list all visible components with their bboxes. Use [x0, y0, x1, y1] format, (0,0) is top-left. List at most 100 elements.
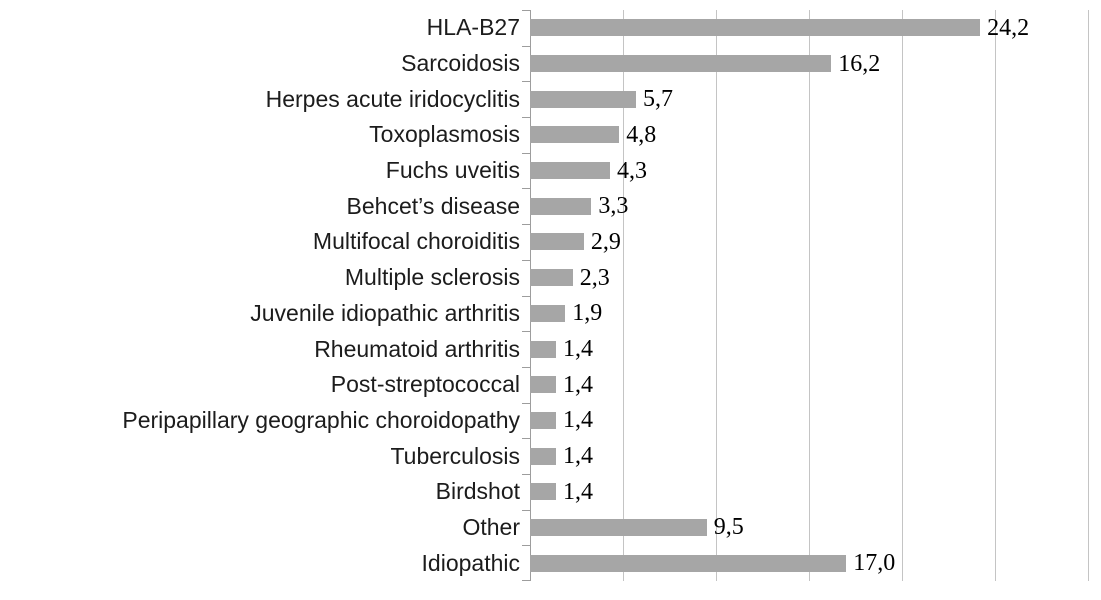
bar-track: 16,2 — [530, 46, 1101, 82]
axis-tick — [522, 473, 530, 475]
chart-row: Multiple sclerosis 2,3 — [0, 260, 1101, 296]
bar — [530, 340, 556, 358]
axis-tick — [522, 545, 530, 547]
axis-tick — [522, 152, 530, 154]
bar — [530, 483, 556, 501]
chart-row: HLA-B27 24,2 — [0, 10, 1101, 46]
value-label: 2,9 — [590, 228, 621, 255]
chart-row: Multifocal choroiditis 2,9 — [0, 224, 1101, 260]
category-label: Behcet’s disease — [346, 192, 520, 219]
category-label: Fuchs uveitis — [385, 157, 520, 184]
value-label: 1,4 — [563, 371, 593, 398]
bar — [530, 376, 556, 394]
bar-track: 1,4 — [530, 474, 1101, 510]
bar-track: 9,5 — [530, 510, 1101, 546]
bar — [530, 55, 832, 73]
chart-row: Post-streptococcal 1,4 — [0, 367, 1101, 403]
axis-tick — [522, 366, 530, 368]
category-label: Peripapillary geographic choroidopathy — [122, 406, 520, 433]
chart-row: Other 9,5 — [0, 510, 1101, 546]
value-label: 17,0 — [853, 550, 896, 577]
chart-row: Behcet’s disease 3,3 — [0, 188, 1101, 224]
axis-tick — [522, 580, 530, 581]
bar-track: 1,9 — [530, 296, 1101, 332]
category-label: HLA-B27 — [426, 14, 520, 41]
axis-tick — [522, 224, 530, 226]
chart-row: Birdshot 1,4 — [0, 474, 1101, 510]
bar — [530, 269, 573, 287]
chart-row: Rheumatoid arthritis 1,4 — [0, 331, 1101, 367]
value-label: 2,3 — [579, 264, 610, 291]
axis-tick — [522, 509, 530, 511]
bar — [530, 19, 981, 37]
axis-tick — [522, 10, 530, 11]
value-label: 1,4 — [563, 407, 593, 434]
axis-tick — [522, 188, 530, 190]
axis-tick — [522, 295, 530, 297]
value-label: 9,5 — [713, 514, 744, 541]
chart-row: Idiopathic 17,0 — [0, 545, 1101, 581]
gridline — [809, 10, 810, 581]
category-label: Tuberculosis — [390, 442, 520, 469]
chart-row: Tuberculosis 1,4 — [0, 438, 1101, 474]
value-label: 1,4 — [563, 336, 593, 363]
category-label: Juvenile idiopathic arthritis — [250, 299, 520, 326]
y-axis-line — [530, 10, 531, 581]
category-label: Herpes acute iridocyclitis — [265, 85, 520, 112]
bar-track: 1,4 — [530, 367, 1101, 403]
bar-track: 1,4 — [530, 438, 1101, 474]
gridline — [995, 10, 996, 581]
chart-rows: HLA-B27 24,2 Sarcoidosis 16,2 Herpes acute i… — [0, 10, 1101, 581]
bar-track: 4,3 — [530, 153, 1101, 189]
chart-row: Juvenile idiopathic arthritis 1,9 — [0, 296, 1101, 332]
value-label: 1,4 — [563, 478, 593, 505]
bar — [530, 518, 707, 536]
category-label: Birdshot — [435, 478, 520, 505]
chart-row: Peripapillary geographic choroidopathy 1,… — [0, 403, 1101, 439]
category-label: Rheumatoid arthritis — [314, 335, 520, 362]
chart-grid — [522, 10, 1089, 581]
value-label: 1,9 — [572, 300, 603, 327]
bar — [530, 447, 556, 465]
chart-row: Herpes acute iridocyclitis 5,7 — [0, 81, 1101, 117]
bar-track: 3,3 — [530, 188, 1101, 224]
bar — [530, 90, 636, 108]
category-label: Multiple sclerosis — [344, 264, 520, 291]
bar-track: 5,7 — [530, 81, 1101, 117]
axis-tick — [522, 331, 530, 333]
bar-track: 1,4 — [530, 331, 1101, 367]
value-label: 1,4 — [563, 443, 593, 470]
bar — [530, 233, 584, 251]
gridline — [623, 10, 624, 581]
value-label: 3,3 — [598, 193, 629, 220]
category-label: Other — [462, 513, 520, 540]
gridline — [902, 10, 903, 581]
bar — [530, 304, 566, 322]
value-label: 4,8 — [626, 121, 657, 148]
axis-tick — [522, 117, 530, 119]
bar — [530, 162, 610, 180]
bar-track: 17,0 — [530, 545, 1101, 581]
axis-tick — [522, 438, 530, 440]
bar-track: 2,9 — [530, 224, 1101, 260]
category-label: Idiopathic — [421, 549, 520, 576]
category-label: Post-streptococcal — [330, 371, 520, 398]
axis-tick — [522, 402, 530, 404]
chart-row: Toxoplasmosis 4,8 — [0, 117, 1101, 153]
value-label: 24,2 — [987, 14, 1030, 41]
gridline — [716, 10, 717, 581]
axis-tick — [522, 81, 530, 83]
bar-track: 24,2 — [530, 10, 1101, 46]
chart-row: Sarcoidosis 16,2 — [0, 46, 1101, 82]
category-label: Sarcoidosis — [401, 50, 520, 77]
gridline — [1088, 10, 1089, 581]
axis-tick — [522, 45, 530, 47]
chart-row: Fuchs uveitis 4,3 — [0, 153, 1101, 189]
bar-track: 2,3 — [530, 260, 1101, 296]
category-label: Toxoplasmosis — [369, 121, 520, 148]
axis-tick — [522, 259, 530, 261]
bar — [530, 197, 592, 215]
value-label: 16,2 — [838, 50, 881, 77]
bar-track: 1,4 — [530, 403, 1101, 439]
